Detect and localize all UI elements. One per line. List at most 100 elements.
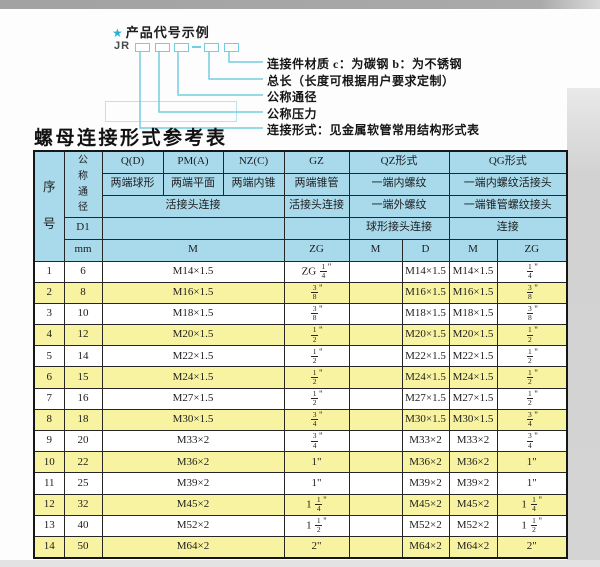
header-nz-ends: 两端内锥 [222,172,285,196]
qg-m-cell: M33×2 [448,429,498,453]
table-row: 2 8 M16×1.5 3 8 " M16×1.5 M16×1.5 3 8 " [33,281,568,304]
header-qg-u1: M [448,238,498,262]
qg-m-cell: M14×1.5 [448,260,498,283]
diagram-heading: ★ 产品代号示例 [112,22,210,41]
qg-zg-cell: 3 4 " [496,429,568,453]
table-row: 10 22 M36×2 1" M36×2 M36×2 1" [33,451,568,474]
qg-m-cell: M27×1.5 [448,387,498,410]
inch-mark: " [538,494,543,505]
m-cell: M20×1.5 [101,324,285,347]
dn-cell: 14 [63,345,103,368]
m-cell: M27×1.5 [101,387,285,410]
dn-cell: 25 [63,472,103,495]
code-box-1 [135,43,150,52]
diagram-heading-text: 产品代号示例 [125,25,210,40]
seq-cell: 6 [33,366,65,389]
qg-m-cell: M24×1.5 [448,366,498,389]
qz-d-cell: M20×1.5 [401,324,450,347]
header-gz-row3: 活接头连接 [283,194,350,218]
m-cell: M36×2 [101,451,285,474]
qg-m-cell: M36×2 [448,451,498,474]
connector-lines-icon [139,51,263,129]
table-row: 4 12 M20×1.5 1 2 " M20×1.5 M20×1.5 1 2 " [33,324,568,347]
qz-d-cell: M27×1.5 [401,387,450,410]
diagram-label-pressure: 公称压力 [267,107,318,121]
qz-m-cell [348,366,403,389]
qz-d-cell: M52×2 [401,514,450,537]
header-nz-code: NZ(C) [222,150,285,174]
header-qg-ends: 一端内螺纹活接头 [448,172,568,196]
diagram-label-connection: 连接形式：见金属软管常用结构形式表 [267,123,480,137]
m-cell: M18×1.5 [101,302,285,326]
seq-cell: 5 [33,345,65,368]
inch-mark: " [319,325,323,336]
gz-cell: 3 4 " [283,429,350,453]
diagram-label-material: 连接件材质 c：为碳钢 b：为不锈钢 [267,57,463,71]
scan-top-strip [0,0,600,9]
dn-cell: 20 [63,429,103,453]
qg-zg-cell: 1 2 " [496,366,568,389]
header-pm-ends: 两端平面 [162,172,224,196]
qg-m-cell: M64×2 [448,535,498,559]
header-pm-code: PM(A) [162,150,224,174]
qg-m-cell: M45×2 [448,493,498,516]
seq-cell: 11 [33,472,65,495]
qg-m-cell: M18×1.5 [448,302,498,326]
inch-mark: " [319,410,323,421]
header-gz-ends: 两端锥管 [283,172,350,196]
qz-m-cell [348,302,403,326]
header-gz-row4-empty [283,216,350,240]
qz-d-cell: M18×1.5 [401,302,450,326]
gz-cell: 2" [283,535,350,559]
qg-zg-cell: 3 8 " [496,302,568,326]
qg-m-cell: M22×1.5 [448,345,498,368]
m-cell: M22×1.5 [101,345,285,368]
qg-m-cell: M30×1.5 [448,408,498,432]
qz-d-cell: M64×2 [401,535,450,559]
qz-m-cell [348,493,403,516]
inch-mark: " [534,346,538,357]
star-icon: ★ [112,26,124,40]
seq-cell: 10 [33,451,65,474]
qg-m-cell: M39×2 [448,472,498,495]
table-row: 3 10 M18×1.5 3 8 " M18×1.5 M18×1.5 3 8 " [33,302,568,326]
table-header: 序号 公称通径 Q(D) PM(A) NZ(C) GZ QZ形式 QG形式 两端… [33,150,568,262]
inch-mark: " [319,346,323,357]
qz-m-cell [348,260,403,283]
scan-right-strip [567,88,600,567]
m-cell: M52×2 [101,514,285,537]
nut-connection-table: 序号 公称通径 Q(D) PM(A) NZ(C) GZ QZ形式 QG形式 两端… [33,150,569,559]
inch-mark: " [534,431,538,442]
code-box-3 [174,43,189,52]
table-row: 11 25 M39×2 1" M39×2 M39×2 1" [33,472,568,495]
qg-zg-cell: 1 4 " [496,260,568,283]
header-mm: mm [63,238,103,262]
qg-m-cell: M20×1.5 [448,324,498,347]
gz-cell: 1 2 " [283,366,350,389]
table-row: 9 20 M33×2 3 4 " M33×2 M33×2 3 4 " [33,429,568,453]
qz-d-cell: M16×1.5 [401,281,450,304]
m-cell: M16×1.5 [101,281,285,304]
header-seq: 序号 [33,150,65,262]
inch-mark: " [534,261,538,272]
gz-cell: 1" [283,451,350,474]
seq-cell: 2 [33,281,65,304]
header-qz-code: QZ形式 [348,150,450,174]
inch-mark: " [534,304,538,315]
header-gz-code: GZ [283,150,350,174]
code-box-4 [204,43,219,52]
qz-m-cell [348,451,403,474]
